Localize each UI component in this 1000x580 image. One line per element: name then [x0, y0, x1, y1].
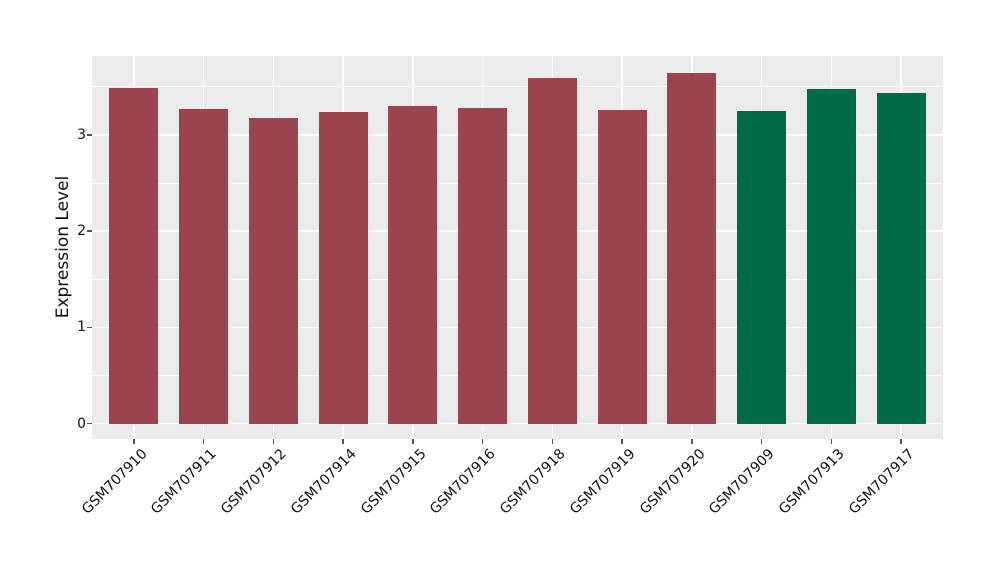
y-tick-mark	[87, 422, 92, 425]
x-tick-label: GSM707917	[845, 446, 918, 518]
x-tick-label: GSM707920	[636, 446, 709, 518]
x-tick-label: GSM707915	[357, 446, 430, 518]
x-tick-mark	[551, 439, 554, 444]
bar	[388, 106, 438, 424]
y-tick-mark	[87, 326, 92, 329]
gridline-minor	[92, 86, 943, 88]
bar	[179, 108, 228, 424]
chart-panel	[92, 56, 943, 439]
bar	[318, 111, 368, 424]
bar	[458, 107, 508, 424]
gridline-minor	[92, 375, 943, 376]
x-tick-mark	[830, 439, 833, 444]
bar	[109, 87, 159, 424]
x-tick-label: GSM707912	[218, 446, 290, 518]
gridline-major	[92, 230, 943, 232]
y-tick-label: 0	[77, 415, 86, 432]
bar	[248, 117, 298, 424]
y-tick-mark	[87, 230, 92, 232]
x-tick-label: GSM707913	[776, 446, 848, 518]
x-tick-mark	[691, 439, 693, 444]
gridline-major	[92, 422, 943, 425]
x-tick-mark	[900, 439, 902, 444]
x-tick-mark	[412, 439, 414, 444]
x-tick-label: GSM707916	[427, 446, 499, 518]
x-tick-mark	[760, 439, 763, 444]
gridline-minor	[92, 278, 943, 280]
x-tick-label: GSM707910	[78, 446, 151, 518]
y-axis-title: Expression Level	[53, 175, 73, 319]
bar	[667, 73, 717, 424]
gridline-major	[92, 134, 943, 136]
x-tick-label: GSM707914	[287, 446, 360, 518]
x-tick-label: GSM707911	[148, 446, 220, 518]
gridline-major	[92, 326, 943, 329]
y-tick-label: 3	[77, 126, 86, 143]
x-tick-label: GSM707919	[566, 446, 639, 518]
x-tick-mark	[342, 439, 344, 444]
y-tick-label: 1	[77, 319, 86, 336]
bar	[527, 78, 577, 424]
bar	[806, 88, 856, 424]
bar	[737, 110, 787, 424]
y-tick-label: 2	[77, 223, 86, 240]
bar	[597, 109, 647, 424]
x-tick-mark	[272, 439, 275, 444]
x-tick-mark	[621, 439, 623, 444]
x-tick-mark	[133, 439, 135, 444]
x-tick-label: GSM707909	[706, 446, 778, 518]
x-tick-label: GSM707918	[497, 446, 569, 518]
x-tick-mark	[481, 439, 484, 444]
x-tick-mark	[202, 439, 205, 444]
y-tick-mark	[87, 134, 92, 136]
gridline-minor	[92, 182, 943, 184]
bar	[876, 92, 926, 424]
